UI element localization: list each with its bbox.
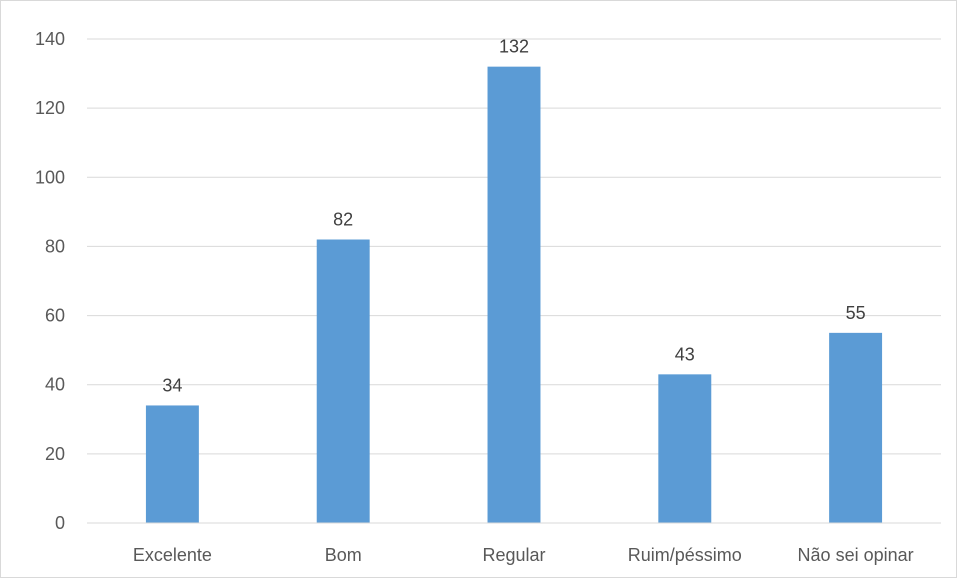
x-tick-label-ruim-p-ssimo: Ruim/péssimo [628,545,742,565]
y-axis-tick-labels: 0 20 40 60 80 100 120 140 [35,29,65,533]
y-tick-label-100: 100 [35,167,65,187]
x-tick-label-excelente: Excelente [133,545,212,565]
x-tick-label-n-o-sei-opinar: Não sei opinar [798,545,914,565]
y-tick-label-0: 0 [55,513,65,533]
x-axis-tick-labels: Excelente Bom Regular Ruim/péssimo Não sei o… [133,545,914,565]
bar-ruim-p-ssimo [658,374,712,523]
y-tick-label-80: 80 [45,236,65,256]
bar-excelente [145,405,199,523]
x-tick-label-bom: Bom [325,545,362,565]
bar-bom [316,239,370,523]
data-label-bom: 82 [333,210,353,230]
data-label-excelente: 34 [162,375,182,395]
y-tick-label-20: 20 [45,444,65,464]
bar-n-o-sei-opinar [829,332,883,523]
data-label-n-o-sei-opinar: 55 [846,303,866,323]
data-labels: 34 82 132 43 55 [162,37,865,396]
bar-regular [487,66,541,524]
y-tick-label-120: 120 [35,98,65,118]
data-label-ruim-p-ssimo: 43 [675,344,695,364]
y-tick-label-140: 140 [35,29,65,49]
x-tick-label-regular: Regular [482,545,545,565]
y-tick-label-60: 60 [45,306,65,326]
data-label-regular: 132 [499,37,529,57]
bars [145,66,883,524]
y-tick-label-40: 40 [45,375,65,395]
